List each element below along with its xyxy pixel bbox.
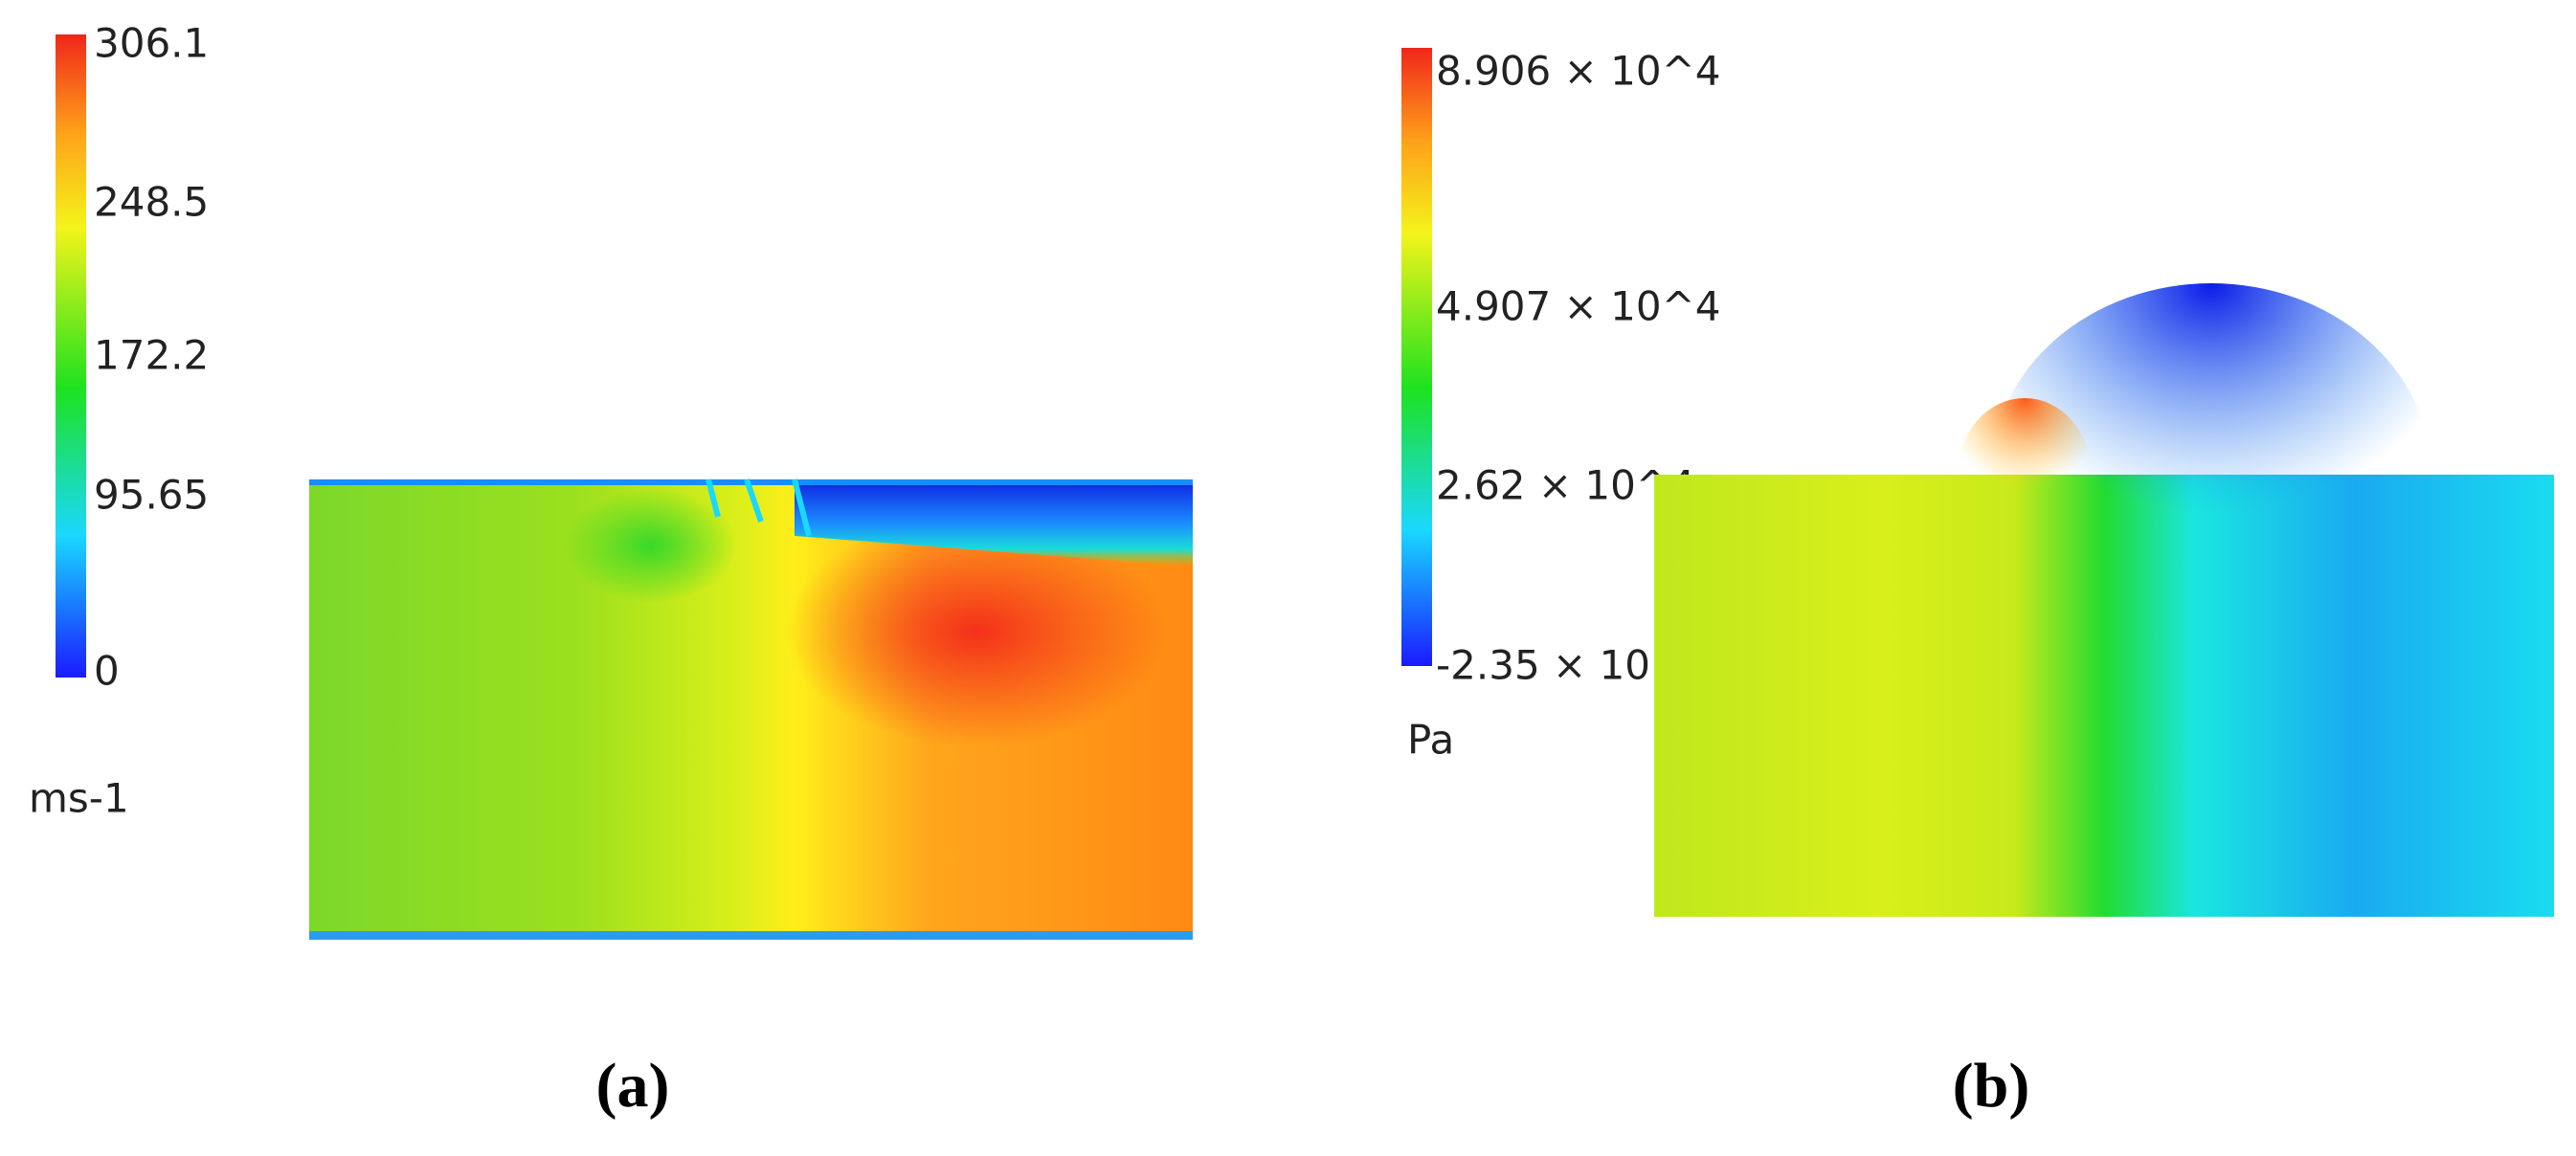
colorbar-label: 2.62 × 10^4 <box>1436 462 1695 509</box>
high-pressure-region <box>1958 398 2092 551</box>
colorbar <box>56 34 86 678</box>
colorbar-label: 248.5 <box>94 179 209 226</box>
colorbar-label: 8.906 × 10^4 <box>1436 48 1721 95</box>
panel-a: 306.1 248.5 172.2 95.65 0 ms-1 (a) <box>29 20 1193 1121</box>
wall-top <box>309 479 1193 485</box>
unit-label: Pa <box>1407 717 1454 764</box>
colorbar-label: 0 <box>94 648 120 695</box>
caption: (b) <box>1953 1051 2030 1121</box>
panel-b: 8.906 × 10^4 4.907 × 10^4 2.62 × 10^4 -2… <box>1401 48 2554 1121</box>
colorbar-label: 306.1 <box>94 20 209 67</box>
hot-region <box>785 517 1168 746</box>
jet-streak <box>706 478 812 537</box>
unit-label: ms-1 <box>29 775 129 822</box>
caption: (a) <box>596 1051 670 1121</box>
colorbar-label: 172.2 <box>94 332 209 379</box>
colorbar-label: 95.65 <box>94 472 209 519</box>
colorbar-label: 4.907 × 10^4 <box>1436 283 1721 330</box>
low-speed-layer <box>795 479 1193 567</box>
low-pressure-region <box>1991 283 2431 666</box>
wall-bottom <box>309 931 1193 940</box>
contour-plot <box>309 478 1193 940</box>
contour-plot <box>1654 283 2554 917</box>
colorbar <box>1401 48 1432 666</box>
green-region <box>565 488 737 603</box>
